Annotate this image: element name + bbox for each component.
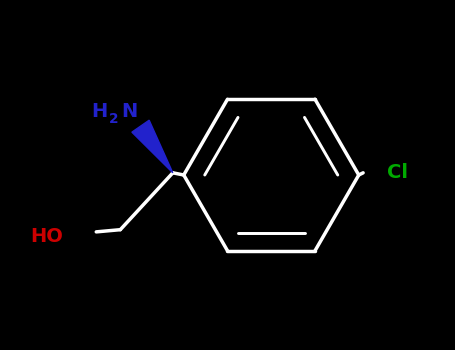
Text: HO: HO bbox=[30, 227, 63, 246]
Polygon shape bbox=[132, 120, 173, 173]
Text: Cl: Cl bbox=[387, 163, 408, 182]
Text: 2: 2 bbox=[109, 112, 119, 126]
Text: N: N bbox=[121, 102, 137, 121]
Text: H: H bbox=[91, 102, 107, 121]
